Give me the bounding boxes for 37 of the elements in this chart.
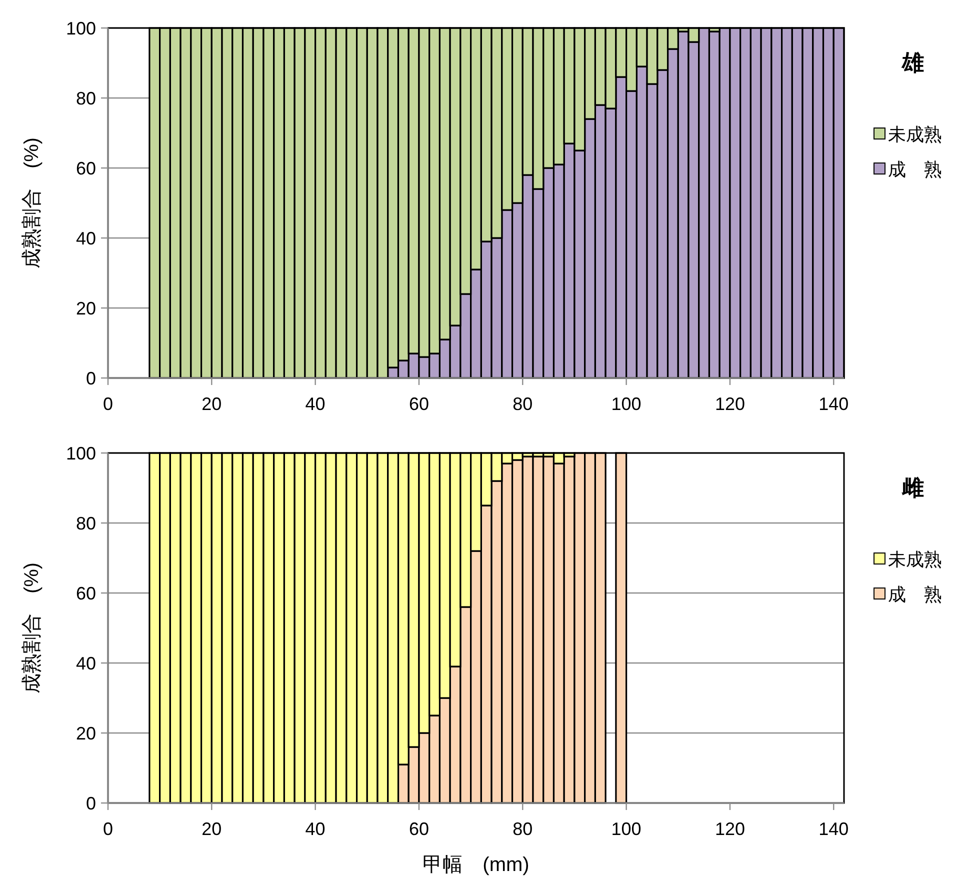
- y-tick-label: 0: [86, 368, 96, 388]
- y-tick-label: 0: [86, 793, 96, 814]
- x-tick-label: 80: [512, 394, 533, 414]
- x-tick-label: 120: [714, 819, 745, 839]
- y-tick-label: 60: [76, 583, 96, 604]
- x-tick-label: 140: [818, 394, 849, 414]
- x-tick-label: 80: [512, 819, 533, 839]
- legend-label: 成 熟: [888, 584, 942, 604]
- y-tick-label: 80: [76, 513, 96, 534]
- x-tick-label: 20: [202, 394, 222, 414]
- x-tick-label: 20: [202, 819, 222, 839]
- legend-label: 未成熟: [888, 549, 942, 570]
- x-tick-label: 60: [408, 394, 429, 414]
- x-tick-label: 40: [305, 394, 326, 414]
- y-axis-title: 成熟割合 (%): [21, 137, 43, 269]
- x-tick-label: 40: [305, 819, 326, 839]
- x-tick-label: 0: [102, 819, 114, 839]
- legend-title: 雌: [901, 475, 924, 500]
- x-tick-label: 60: [408, 819, 429, 839]
- x-tick-label: 100: [611, 819, 642, 839]
- legend-label: 未成熟: [888, 124, 942, 144]
- y-tick-label: 80: [76, 88, 96, 108]
- x-tick-label: 140: [818, 819, 849, 839]
- legend-label: 成 熟: [888, 159, 942, 180]
- y-tick-label: 40: [76, 653, 96, 674]
- y-tick-label: 20: [76, 298, 96, 318]
- x-tick-label: 0: [102, 394, 114, 414]
- y-tick-label: 20: [76, 723, 96, 744]
- y-tick-label: 100: [66, 18, 96, 38]
- y-tick-label: 40: [76, 228, 96, 248]
- legend-title: 雄: [901, 50, 924, 75]
- x-tick-label: 120: [714, 394, 745, 414]
- y-tick-label: 60: [76, 158, 96, 178]
- y-tick-label: 100: [66, 443, 96, 464]
- x-tick-label: 100: [611, 394, 642, 414]
- x-axis-title: 甲幅 (mm): [422, 854, 530, 876]
- y-axis-title: 成熟割合 (%): [21, 562, 43, 694]
